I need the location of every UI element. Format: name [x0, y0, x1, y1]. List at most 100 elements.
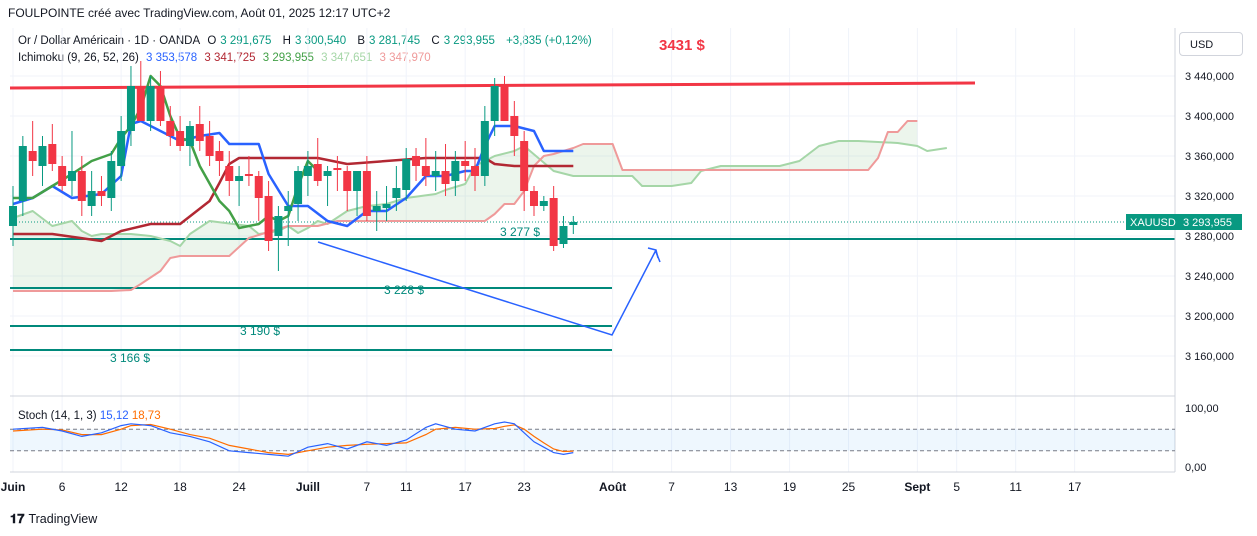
price-tag-value-bg — [1178, 214, 1242, 230]
time-tick: 24 — [232, 480, 246, 494]
candle-body — [520, 141, 529, 191]
candle-body — [471, 166, 480, 176]
candle-body — [382, 204, 391, 208]
candle-body — [362, 171, 371, 216]
candle-body — [185, 126, 194, 146]
stoch-k-line — [12, 421, 574, 457]
candle-body — [97, 191, 106, 196]
candle-body — [58, 166, 67, 186]
stoch-axis-top: 100,00 — [1185, 403, 1219, 415]
stoch-d-value: 18,73 — [131, 410, 161, 422]
candle-body — [323, 171, 332, 176]
axes: 3 440,000 3 400,000 3 360,000 3 320,000 3 28… — [1, 28, 1242, 494]
candle-body — [402, 159, 411, 190]
tradingview-logo-icon: 𝟏𝟕 — [10, 511, 25, 526]
ichimoku-tenkan — [12, 119, 574, 228]
ichimoku-base-value: 3 341,725 — [204, 52, 256, 64]
label-3277: 3 277 $ — [500, 225, 540, 239]
price-tick: 3 240,000 — [1185, 271, 1234, 283]
target-label: 3431 $ — [659, 37, 706, 54]
candle-body — [38, 146, 47, 166]
candle-body — [254, 176, 263, 198]
time-tick: 12 — [114, 480, 128, 494]
candle-body — [77, 171, 86, 201]
time-tick: 23 — [517, 480, 531, 494]
price-tick: 3 280,000 — [1185, 231, 1234, 243]
ichimoku-spanB-value: 3 347,970 — [379, 52, 431, 64]
candles — [9, 61, 578, 271]
candle-body — [529, 191, 538, 206]
time-tick: 5 — [953, 480, 960, 494]
footer-brand[interactable]: 𝟏𝟕 TradingView — [10, 511, 97, 527]
ichimoku-lines — [12, 74, 948, 292]
candle-body — [333, 168, 342, 170]
cloud-fill — [13, 121, 918, 291]
label-3190: 3 190 $ — [240, 324, 280, 338]
time-tick: Juin — [1, 480, 26, 494]
candle-body — [372, 206, 381, 211]
chart-grid — [10, 28, 1175, 472]
time-tick: 17 — [1068, 480, 1082, 494]
candle-body — [539, 201, 548, 206]
time-tick: Juill — [296, 480, 320, 494]
time-tick: 7 — [364, 480, 371, 494]
symbol-name[interactable]: Or / Dollar Américain · 1D · OANDA — [18, 35, 201, 47]
price-tag-symbol-bg — [1126, 214, 1178, 230]
time-tick: 17 — [459, 480, 473, 494]
price-tick: 3 160,000 — [1185, 351, 1234, 363]
projection-line — [317, 241, 657, 336]
time-tick: 7 — [668, 480, 675, 494]
candle-body — [195, 124, 204, 141]
candle-body — [136, 86, 145, 121]
candle-body — [284, 206, 293, 211]
candle-body — [461, 161, 470, 166]
ichimoku-conversion-value: 3 353,578 — [146, 52, 198, 64]
stoch-band — [10, 429, 1175, 451]
candle-body — [264, 196, 273, 241]
candle-body — [353, 171, 362, 191]
footer-brand-text: TradingView — [28, 512, 98, 526]
currency-button[interactable]: USD — [1179, 32, 1243, 56]
ichimoku-senkou-b — [13, 120, 918, 292]
label-3166: 3 166 $ — [110, 351, 150, 365]
arrow-tail — [655, 251, 661, 263]
candle-body — [274, 216, 283, 236]
ichimoku-kijun — [13, 156, 574, 243]
ichimoku-legend: Ichimoku (9, 26, 52, 26) 3 353,578 3 341… — [18, 52, 435, 64]
candle-body — [294, 171, 303, 204]
candle-body — [244, 174, 253, 176]
candle-body — [235, 176, 244, 181]
stoch-k-value: 15,12 — [99, 410, 129, 422]
drawings — [317, 241, 661, 336]
price-tick: 3 320,000 — [1185, 191, 1234, 203]
ichimoku-cloud — [13, 121, 918, 291]
price-tag-value: 3 293,955 — [1183, 217, 1232, 229]
candle-body — [48, 144, 57, 164]
level-labels: 3431 $ 3 277 $ 3 228 $ 3 190 $ 3 166 $ — [110, 37, 706, 365]
time-tick: 11 — [400, 480, 413, 494]
time-tick: 18 — [173, 480, 187, 494]
candle-body — [343, 171, 352, 191]
time-tick: Août — [599, 480, 626, 494]
price-tick: 3 360,000 — [1185, 151, 1234, 163]
candle-body — [18, 146, 27, 201]
time-tick: 11 — [1009, 480, 1022, 494]
candle-body — [559, 226, 568, 244]
price-tick: 3 440,000 — [1185, 71, 1234, 83]
candle-body — [451, 161, 460, 181]
candle-body — [67, 171, 76, 181]
candle-body — [480, 121, 489, 176]
candle-body — [500, 86, 509, 121]
ichimoku-label[interactable]: Ichimoku (9, 26, 52, 26) — [18, 52, 139, 64]
stochastic-pane: 100,00 0,00 — [10, 403, 1219, 474]
candle-body — [126, 86, 135, 131]
candle-body — [9, 206, 17, 226]
candle-body — [87, 191, 96, 206]
candle-body — [431, 171, 440, 176]
time-tick: 25 — [842, 480, 856, 494]
stoch-label[interactable]: Stoch (14, 1, 3) — [18, 410, 97, 422]
